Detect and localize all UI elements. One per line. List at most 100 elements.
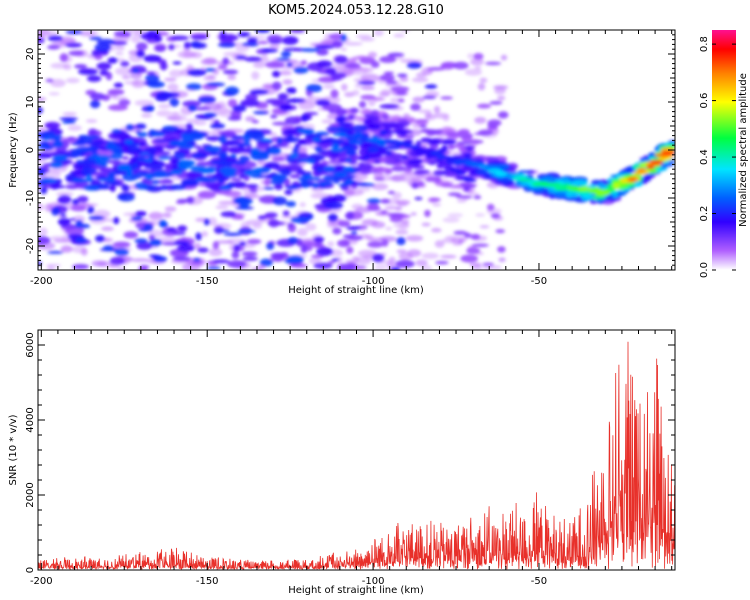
heatmap-cell bbox=[341, 127, 352, 132]
heatmap-cell bbox=[305, 223, 317, 231]
heatmap-cell bbox=[38, 236, 51, 245]
heatmap-cell bbox=[121, 184, 130, 192]
heatmap-cell bbox=[595, 190, 611, 196]
heatmap-cell bbox=[342, 166, 355, 172]
heatmap-cell bbox=[85, 119, 98, 123]
heatmap-cell bbox=[411, 182, 419, 189]
heatmap-cell bbox=[487, 122, 499, 129]
heatmap-cell bbox=[395, 206, 403, 211]
heatmap-cell bbox=[427, 138, 442, 145]
heatmap-cell bbox=[277, 169, 290, 174]
heatmap-cell bbox=[408, 159, 423, 164]
heatmap-cell bbox=[249, 89, 269, 95]
heatmap-cell bbox=[496, 177, 513, 183]
heatmap-cell bbox=[241, 251, 258, 257]
heatmap-cell bbox=[370, 61, 380, 68]
heatmap-cell bbox=[435, 260, 449, 265]
heatmap-cell bbox=[174, 152, 186, 160]
heatmap-cell bbox=[591, 195, 606, 200]
heatmap-cell bbox=[287, 237, 299, 244]
heatmap-cell bbox=[44, 203, 53, 212]
heatmap-cell bbox=[414, 119, 429, 123]
heatmap-cell bbox=[135, 172, 149, 177]
heatmap-cell bbox=[56, 191, 74, 197]
heatmap-cell bbox=[371, 221, 386, 229]
heatmap-cell bbox=[440, 61, 458, 69]
y-tick-label: 0 bbox=[25, 147, 36, 153]
heatmap-cell bbox=[131, 216, 143, 221]
heatmap-cell bbox=[395, 259, 415, 268]
heatmap-cell bbox=[371, 183, 389, 191]
heatmap-cell bbox=[84, 135, 100, 140]
heatmap-cell bbox=[108, 104, 128, 111]
heatmap-cell bbox=[332, 40, 343, 49]
heatmap-cell bbox=[75, 159, 87, 164]
heatmap-cell bbox=[286, 62, 293, 67]
heatmap-cell bbox=[470, 233, 481, 240]
heatmap-cell bbox=[433, 105, 441, 114]
heatmap-cell bbox=[132, 68, 140, 74]
heatmap-cell bbox=[380, 210, 388, 215]
heatmap-cell bbox=[347, 57, 357, 65]
heatmap-cell bbox=[440, 96, 453, 100]
heatmap-cell bbox=[322, 175, 337, 181]
heatmap-cell bbox=[153, 170, 167, 178]
heatmap-cell bbox=[266, 34, 283, 43]
heatmap-cell bbox=[45, 78, 54, 83]
heatmap-cell bbox=[384, 205, 398, 210]
heatmap-cell bbox=[117, 267, 126, 270]
heatmap-cell bbox=[387, 212, 405, 218]
heatmap-cell bbox=[121, 75, 131, 80]
heatmap-cell bbox=[155, 91, 173, 100]
heatmap-cell bbox=[287, 185, 300, 190]
heatmap-cell bbox=[40, 186, 48, 195]
heatmap-cell bbox=[52, 141, 64, 148]
heatmap-cell bbox=[342, 234, 355, 239]
heatmap-cell bbox=[242, 134, 251, 144]
heatmap-cell bbox=[308, 257, 322, 265]
heatmap-cell bbox=[346, 226, 361, 231]
heatmap-cell bbox=[572, 191, 579, 198]
heatmap-cell bbox=[382, 121, 392, 128]
heatmap-cell bbox=[485, 61, 502, 66]
heatmap-cell bbox=[312, 182, 319, 189]
heatmap-cell bbox=[400, 172, 416, 176]
heatmap-cell bbox=[374, 264, 388, 270]
heatmap-cell bbox=[390, 153, 404, 160]
heatmap-cell bbox=[190, 41, 201, 49]
heatmap-cell bbox=[363, 118, 374, 125]
heatmap-cell bbox=[184, 153, 194, 159]
heatmap-cell bbox=[327, 260, 336, 264]
heatmap-cell bbox=[427, 129, 439, 135]
heatmap-cell bbox=[344, 178, 354, 185]
heatmap-cell bbox=[218, 161, 235, 166]
heatmap-cell bbox=[469, 262, 482, 268]
heatmap-x-axis: -200 -150 -100 -50 bbox=[30, 30, 673, 287]
heatmap-cell bbox=[589, 199, 598, 204]
heatmap-cell bbox=[251, 120, 259, 124]
heatmap-cell bbox=[40, 177, 58, 184]
heatmap-cell bbox=[142, 148, 157, 153]
heatmap-cell bbox=[83, 184, 100, 191]
heatmap-cell bbox=[298, 139, 307, 145]
heatmap-cell bbox=[270, 252, 286, 259]
heatmap-cell bbox=[59, 53, 69, 62]
heatmap-cell bbox=[185, 123, 193, 131]
heatmap-cell bbox=[154, 44, 166, 52]
heatmap-cell bbox=[318, 181, 333, 187]
heatmap-cell bbox=[372, 253, 385, 263]
heatmap-cell bbox=[316, 166, 323, 173]
heatmap-cell bbox=[71, 178, 90, 183]
colorbar-gradient bbox=[712, 30, 736, 270]
heatmap-cell bbox=[470, 58, 484, 66]
heatmap-cell bbox=[91, 260, 108, 267]
heatmap-cell bbox=[466, 146, 474, 152]
heatmap-cell bbox=[212, 259, 230, 264]
x-tick-label: -100 bbox=[362, 576, 385, 587]
heatmap-cell bbox=[289, 174, 300, 179]
heatmap-cell bbox=[299, 202, 306, 208]
heatmap-cell bbox=[385, 226, 393, 231]
heatmap-cell bbox=[203, 75, 217, 81]
heatmap-cell bbox=[406, 61, 422, 69]
heatmap-blob-layer bbox=[38, 30, 675, 270]
